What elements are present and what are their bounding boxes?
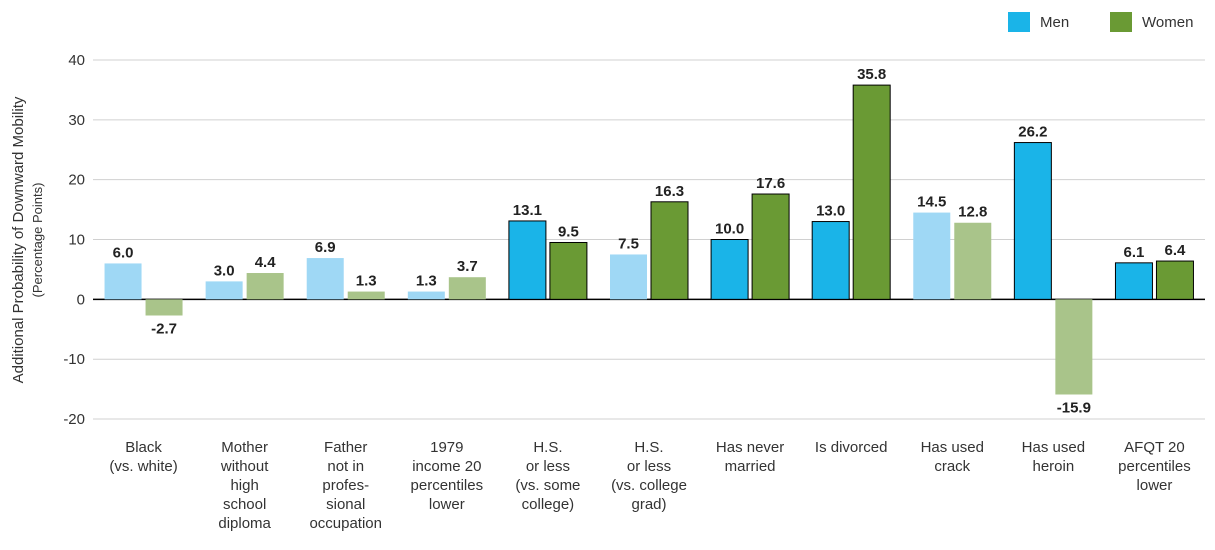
x-tick-label: income 20	[412, 458, 481, 475]
value-label: 1.3	[416, 273, 437, 290]
value-label: 14.5	[917, 194, 946, 211]
x-tick-label: 1979	[430, 439, 463, 456]
value-label: 16.3	[655, 183, 684, 200]
x-tick-label: heroin	[1033, 458, 1075, 475]
value-label: 17.6	[756, 175, 785, 192]
x-tick-label: without	[220, 458, 269, 475]
bar	[347, 291, 385, 300]
value-label: 9.5	[558, 223, 579, 240]
legend-swatch	[1110, 12, 1132, 32]
x-tick-label: or less	[627, 458, 671, 475]
x-tick-label: grad)	[631, 496, 666, 513]
x-tick-label: percentiles	[411, 477, 484, 494]
y-tick-label: 10	[68, 232, 85, 249]
y-tick-label: 30	[68, 112, 85, 129]
value-label: 6.4	[1165, 242, 1187, 259]
value-label: 3.0	[214, 262, 235, 279]
x-tick-label: Has used	[921, 439, 984, 456]
x-tick-label: diploma	[218, 515, 271, 532]
bar	[448, 277, 486, 300]
x-tick-label: (vs. college	[611, 477, 687, 494]
y-axis-sublabel: (Percentage Points)	[30, 183, 45, 298]
value-label: -15.9	[1057, 399, 1091, 416]
value-label: 3.7	[457, 258, 478, 275]
bar	[549, 241, 588, 300]
bar	[306, 258, 344, 300]
x-tick-label: crack	[934, 458, 970, 475]
x-tick-label: not in	[327, 458, 364, 475]
x-tick-label: Has used	[1022, 439, 1085, 456]
x-tick-label: college)	[522, 496, 575, 513]
x-tick-label: occupation	[309, 515, 382, 532]
x-tick-label: or less	[526, 458, 570, 475]
bar	[1055, 299, 1093, 395]
x-tick-label: married	[725, 458, 776, 475]
x-tick-label: Has never	[716, 439, 784, 456]
x-tick-label: Father	[324, 439, 367, 456]
value-label: 1.3	[356, 273, 377, 290]
y-tick-label: 0	[77, 291, 85, 308]
value-label: 6.0	[113, 244, 134, 261]
x-tick-label: Black	[125, 439, 162, 456]
x-tick-label: Is divorced	[815, 439, 888, 456]
bar	[610, 254, 647, 300]
x-tick-label: sional	[326, 496, 365, 513]
value-label: 13.0	[816, 203, 845, 220]
x-tick-label: profes-	[322, 477, 369, 494]
bar	[508, 220, 547, 300]
bar	[1114, 262, 1153, 300]
bar	[913, 212, 951, 300]
x-tick-label: (vs. white)	[109, 458, 177, 475]
value-label: 6.9	[315, 239, 336, 256]
value-label: 26.2	[1018, 124, 1047, 141]
bar	[852, 84, 891, 300]
value-label: 4.4	[255, 254, 277, 271]
bar	[205, 281, 243, 300]
y-tick-label: 20	[68, 172, 85, 189]
value-label: 7.5	[618, 235, 639, 252]
value-label: 12.8	[958, 204, 987, 221]
x-tick-label: lower	[429, 496, 465, 513]
value-label: 6.1	[1124, 244, 1145, 261]
y-tick-label: -10	[63, 351, 85, 368]
x-tick-label: H.S.	[533, 439, 562, 456]
value-label: -2.7	[151, 321, 177, 338]
bar	[145, 299, 183, 316]
bar	[811, 221, 850, 300]
x-tick-label: school	[223, 496, 266, 513]
x-tick-label: lower	[1137, 477, 1173, 494]
x-tick-label: H.S.	[634, 439, 663, 456]
bar	[954, 222, 992, 300]
x-tick-label: high	[230, 477, 258, 494]
legend-swatch	[1008, 12, 1030, 32]
x-tick-label: percentiles	[1118, 458, 1191, 475]
bar	[246, 273, 284, 300]
value-label: 13.1	[513, 202, 542, 219]
value-label: 10.0	[715, 221, 744, 238]
bar	[751, 193, 790, 300]
y-tick-label: -20	[63, 411, 85, 428]
x-tick-label: (vs. some	[515, 477, 580, 494]
bar	[104, 263, 142, 300]
value-label: 35.8	[857, 66, 886, 83]
x-tick-label: AFQT 20	[1124, 439, 1185, 456]
bar	[1013, 142, 1052, 300]
y-axis-label: Additional Probability of Downward Mobil…	[10, 96, 27, 383]
bar	[650, 201, 689, 300]
legend-label: Women	[1142, 14, 1193, 31]
bar	[407, 291, 445, 300]
y-tick-label: 40	[68, 52, 85, 69]
x-tick-label: Mother	[221, 439, 268, 456]
bar	[1155, 260, 1194, 300]
bar	[710, 239, 749, 300]
legend-label: Men	[1040, 14, 1069, 31]
